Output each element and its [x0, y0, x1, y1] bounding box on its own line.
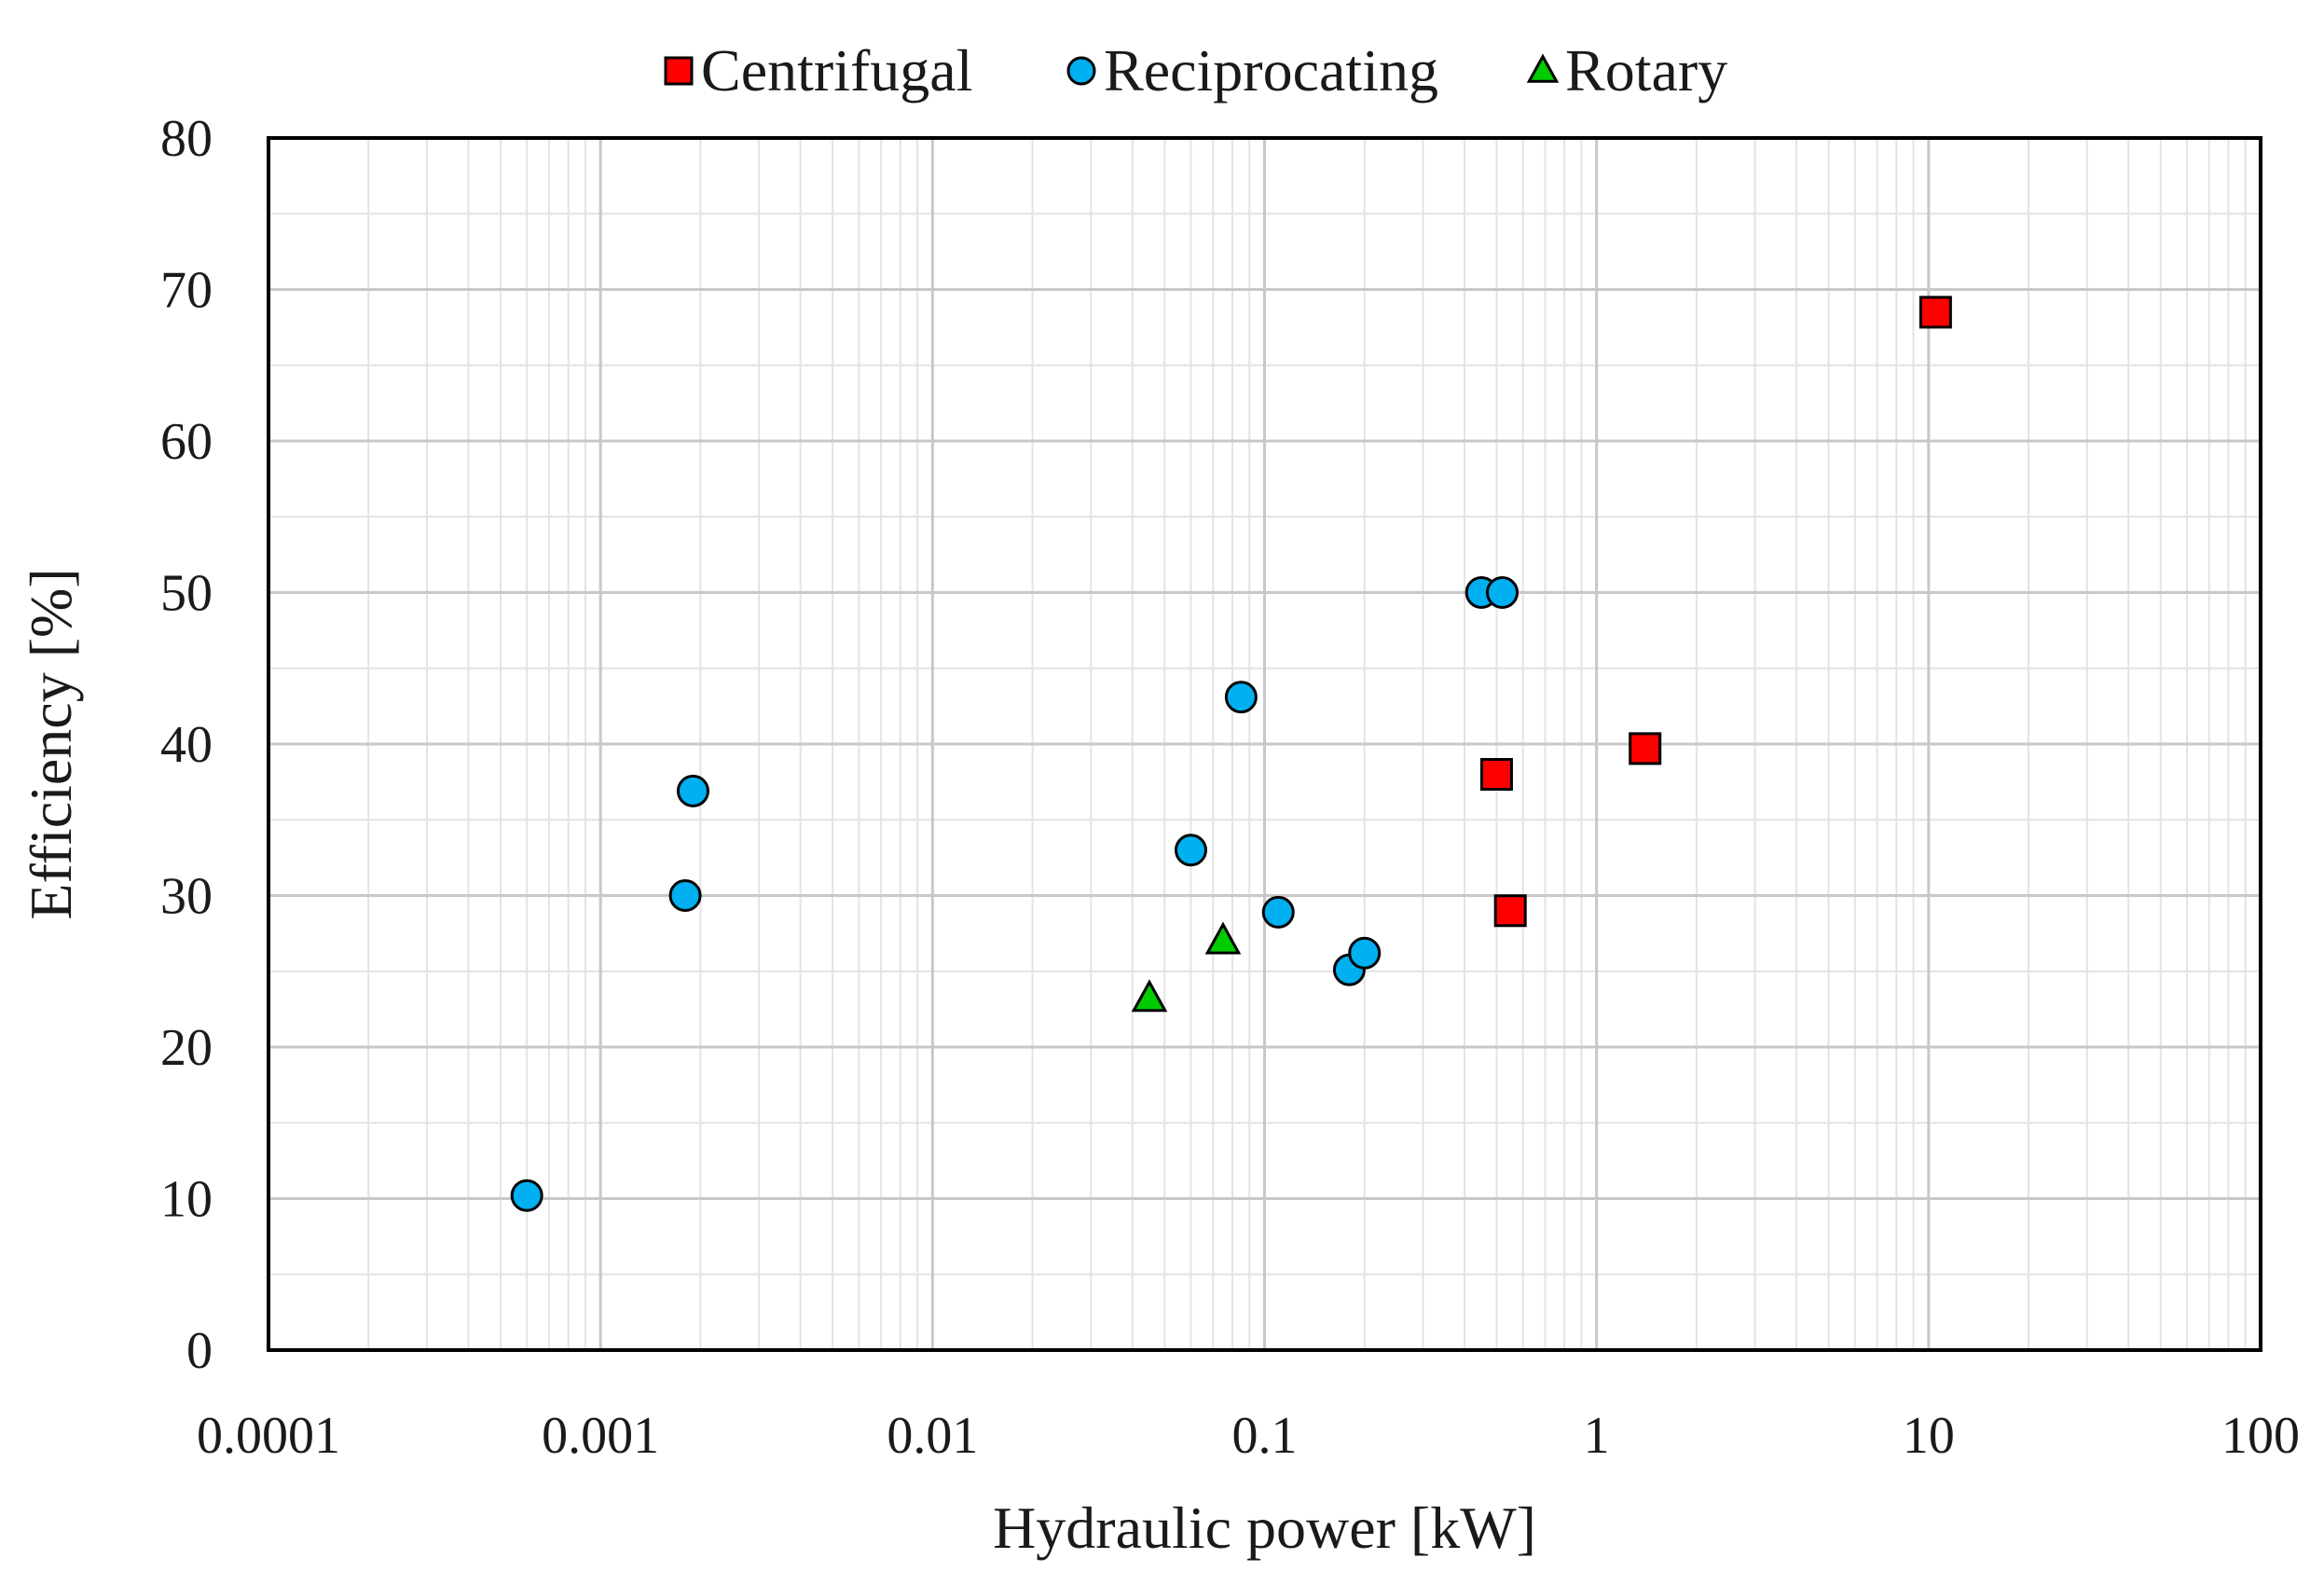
data-point-square [1629, 732, 1662, 765]
x-tick-label: 1 [1584, 1407, 1610, 1465]
data-point-circle [1486, 576, 1520, 609]
y-tick-label: 20 [160, 1019, 213, 1077]
y-tick-label: 80 [160, 110, 213, 168]
data-point-square [1918, 296, 1952, 329]
x-tick-label: 0.001 [542, 1407, 659, 1465]
data-point-square [1479, 758, 1513, 791]
x-tick-label: 10 [1903, 1407, 1955, 1465]
legend-label: Reciprocating [1104, 37, 1438, 103]
legend: Centrifugal Reciprocating Rotary [664, 37, 1727, 103]
x-tick-label: 0.0001 [197, 1407, 340, 1465]
y-axis-title: Efficiency [%] [18, 568, 84, 919]
data-point-triangle [1204, 921, 1242, 955]
plot-area-border [267, 136, 2262, 1352]
data-point-circle [1174, 834, 1207, 867]
series-reciprocating [510, 576, 1520, 1212]
x-tick-label: 100 [2221, 1407, 2300, 1465]
y-axis-tick-labels: 0 10 20 30 40 50 60 70 80 [160, 110, 213, 1380]
data-point-circle [676, 774, 709, 807]
legend-label: Centrifugal [701, 37, 972, 103]
data-point-circle [1224, 681, 1258, 714]
legend-marker-triangle [1526, 53, 1560, 83]
data-point-square [1493, 894, 1527, 928]
legend-label: Rotary [1565, 37, 1727, 103]
x-axis-title: Hydraulic power [kW] [993, 1495, 1536, 1561]
series-rotary [1131, 921, 1242, 1013]
data-point-circle [668, 879, 702, 912]
y-tick-label: 30 [160, 868, 213, 926]
data-points [510, 296, 1952, 1212]
legend-marker-square [664, 56, 694, 86]
y-tick-label: 60 [160, 413, 213, 471]
data-point-circle [1261, 895, 1295, 929]
y-tick-label: 10 [160, 1171, 213, 1229]
x-axis-tick-labels: 0.0001 0.001 0.01 0.1 1 10 100 [197, 1407, 2300, 1465]
legend-item-reciprocating: Reciprocating [1066, 37, 1438, 103]
x-tick-label: 0.01 [887, 1407, 978, 1465]
y-tick-label: 40 [160, 716, 213, 774]
series-centrifugal [1479, 296, 1952, 928]
legend-marker-circle [1066, 56, 1096, 86]
data-point-circle [510, 1179, 543, 1212]
major-gridlines [268, 138, 2261, 1350]
data-point-triangle [1131, 979, 1168, 1013]
legend-item-rotary: Rotary [1526, 37, 1727, 103]
y-tick-label: 0 [186, 1322, 213, 1380]
data-point-circle [1348, 936, 1382, 970]
x-tick-label: 0.1 [1232, 1407, 1298, 1465]
y-tick-label: 70 [160, 262, 213, 320]
y-tick-label: 50 [160, 565, 213, 623]
legend-item-centrifugal: Centrifugal [664, 37, 972, 103]
